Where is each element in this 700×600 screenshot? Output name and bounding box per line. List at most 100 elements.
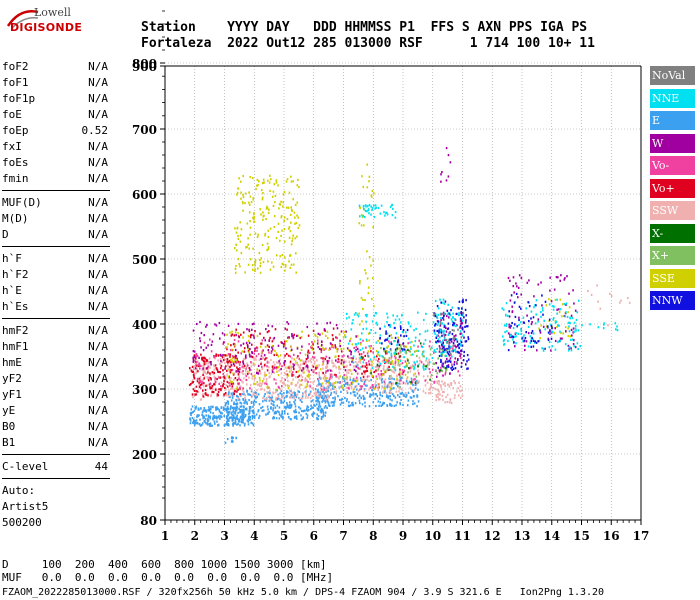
echo-point	[275, 391, 277, 394]
echo-point	[520, 328, 522, 331]
echo-point	[450, 367, 452, 370]
echo-point	[377, 386, 379, 389]
echo-point	[283, 256, 286, 259]
param-value: N/A	[88, 252, 108, 265]
echo-point	[373, 387, 375, 390]
echo-point	[239, 416, 242, 419]
echo-point	[297, 178, 299, 181]
echo-point	[452, 349, 454, 352]
echo-point	[463, 336, 465, 339]
echo-point	[330, 388, 332, 391]
echo-point	[445, 338, 448, 341]
echo-point	[314, 366, 317, 369]
echo-point	[209, 422, 212, 425]
echo-point	[241, 419, 243, 422]
echo-point	[452, 337, 455, 340]
param-row: yF2 N/A	[2, 372, 108, 388]
echo-point	[321, 382, 324, 385]
echo-point	[229, 371, 232, 374]
echo-point	[434, 315, 437, 318]
echo-point	[298, 357, 301, 360]
echo-point	[391, 377, 393, 380]
echo-point	[378, 397, 381, 400]
echo-point	[399, 401, 401, 405]
echo-point	[251, 377, 254, 380]
echo-point	[364, 405, 366, 408]
param-value: N/A	[88, 156, 108, 169]
echo-point	[362, 398, 365, 401]
y-tick-label: 700	[132, 123, 157, 137]
echo-point	[453, 339, 456, 342]
echo-point	[323, 386, 325, 389]
param-name: foEs	[2, 156, 29, 169]
echo-point	[374, 393, 377, 396]
echo-point	[397, 362, 400, 365]
echo-point	[296, 356, 298, 359]
echo-point	[360, 224, 363, 227]
echo-point	[325, 334, 327, 337]
echo-point	[459, 342, 461, 346]
echo-point	[306, 414, 309, 417]
echo-point	[554, 320, 557, 323]
echo-point	[278, 364, 281, 367]
echo-point	[227, 413, 230, 416]
param-row: h`F N/A	[2, 252, 108, 268]
echo-point	[256, 335, 259, 338]
echo-point	[309, 397, 312, 400]
echo-point	[520, 276, 523, 280]
echo-point	[286, 218, 289, 221]
echo-point	[390, 404, 392, 407]
echo-point	[457, 370, 459, 373]
echo-point	[197, 390, 200, 394]
echo-point	[364, 379, 367, 382]
echo-point	[261, 357, 263, 360]
echo-point	[307, 356, 309, 359]
param-row: foF1 N/A	[2, 76, 108, 92]
echo-point	[298, 365, 301, 368]
echo-point	[306, 383, 308, 386]
echo-point	[390, 355, 393, 358]
echo-point	[228, 424, 230, 427]
echo-point	[429, 340, 431, 343]
echo-point	[294, 222, 296, 225]
echo-point	[410, 396, 413, 399]
echo-point	[447, 175, 450, 178]
param-value: N/A	[88, 228, 108, 241]
echo-point	[375, 369, 377, 372]
echo-point	[254, 349, 256, 352]
echo-point	[205, 358, 208, 362]
echo-point	[436, 316, 439, 320]
echo-point	[349, 376, 351, 379]
echo-point	[350, 350, 352, 353]
echo-point	[344, 369, 347, 372]
echo-point	[260, 342, 262, 345]
echo-point	[292, 395, 294, 398]
echo-point	[540, 281, 542, 284]
echo-point	[388, 368, 390, 371]
echo-point	[319, 409, 322, 412]
echo-point	[242, 369, 244, 373]
echo-point	[516, 325, 518, 328]
echo-point	[393, 404, 396, 408]
echo-point	[436, 323, 439, 327]
echo-point	[319, 405, 322, 408]
echo-point	[307, 406, 309, 409]
param-row: h`F2 N/A	[2, 268, 108, 284]
echo-point	[442, 339, 444, 342]
echo-point	[280, 372, 283, 375]
echo-point	[255, 358, 257, 361]
echo-point	[422, 366, 425, 370]
echo-point	[207, 408, 210, 411]
echo-point	[244, 394, 247, 397]
echo-point	[263, 181, 265, 184]
echo-point	[239, 378, 242, 381]
echo-point	[267, 408, 269, 411]
echo-point	[549, 329, 551, 332]
echo-point	[439, 330, 442, 333]
echo-point	[325, 398, 328, 401]
echo-point	[436, 372, 439, 375]
echo-point	[322, 362, 324, 365]
echo-point	[329, 321, 332, 324]
echo-point	[438, 328, 441, 331]
param-row: B1 N/A	[2, 436, 108, 452]
